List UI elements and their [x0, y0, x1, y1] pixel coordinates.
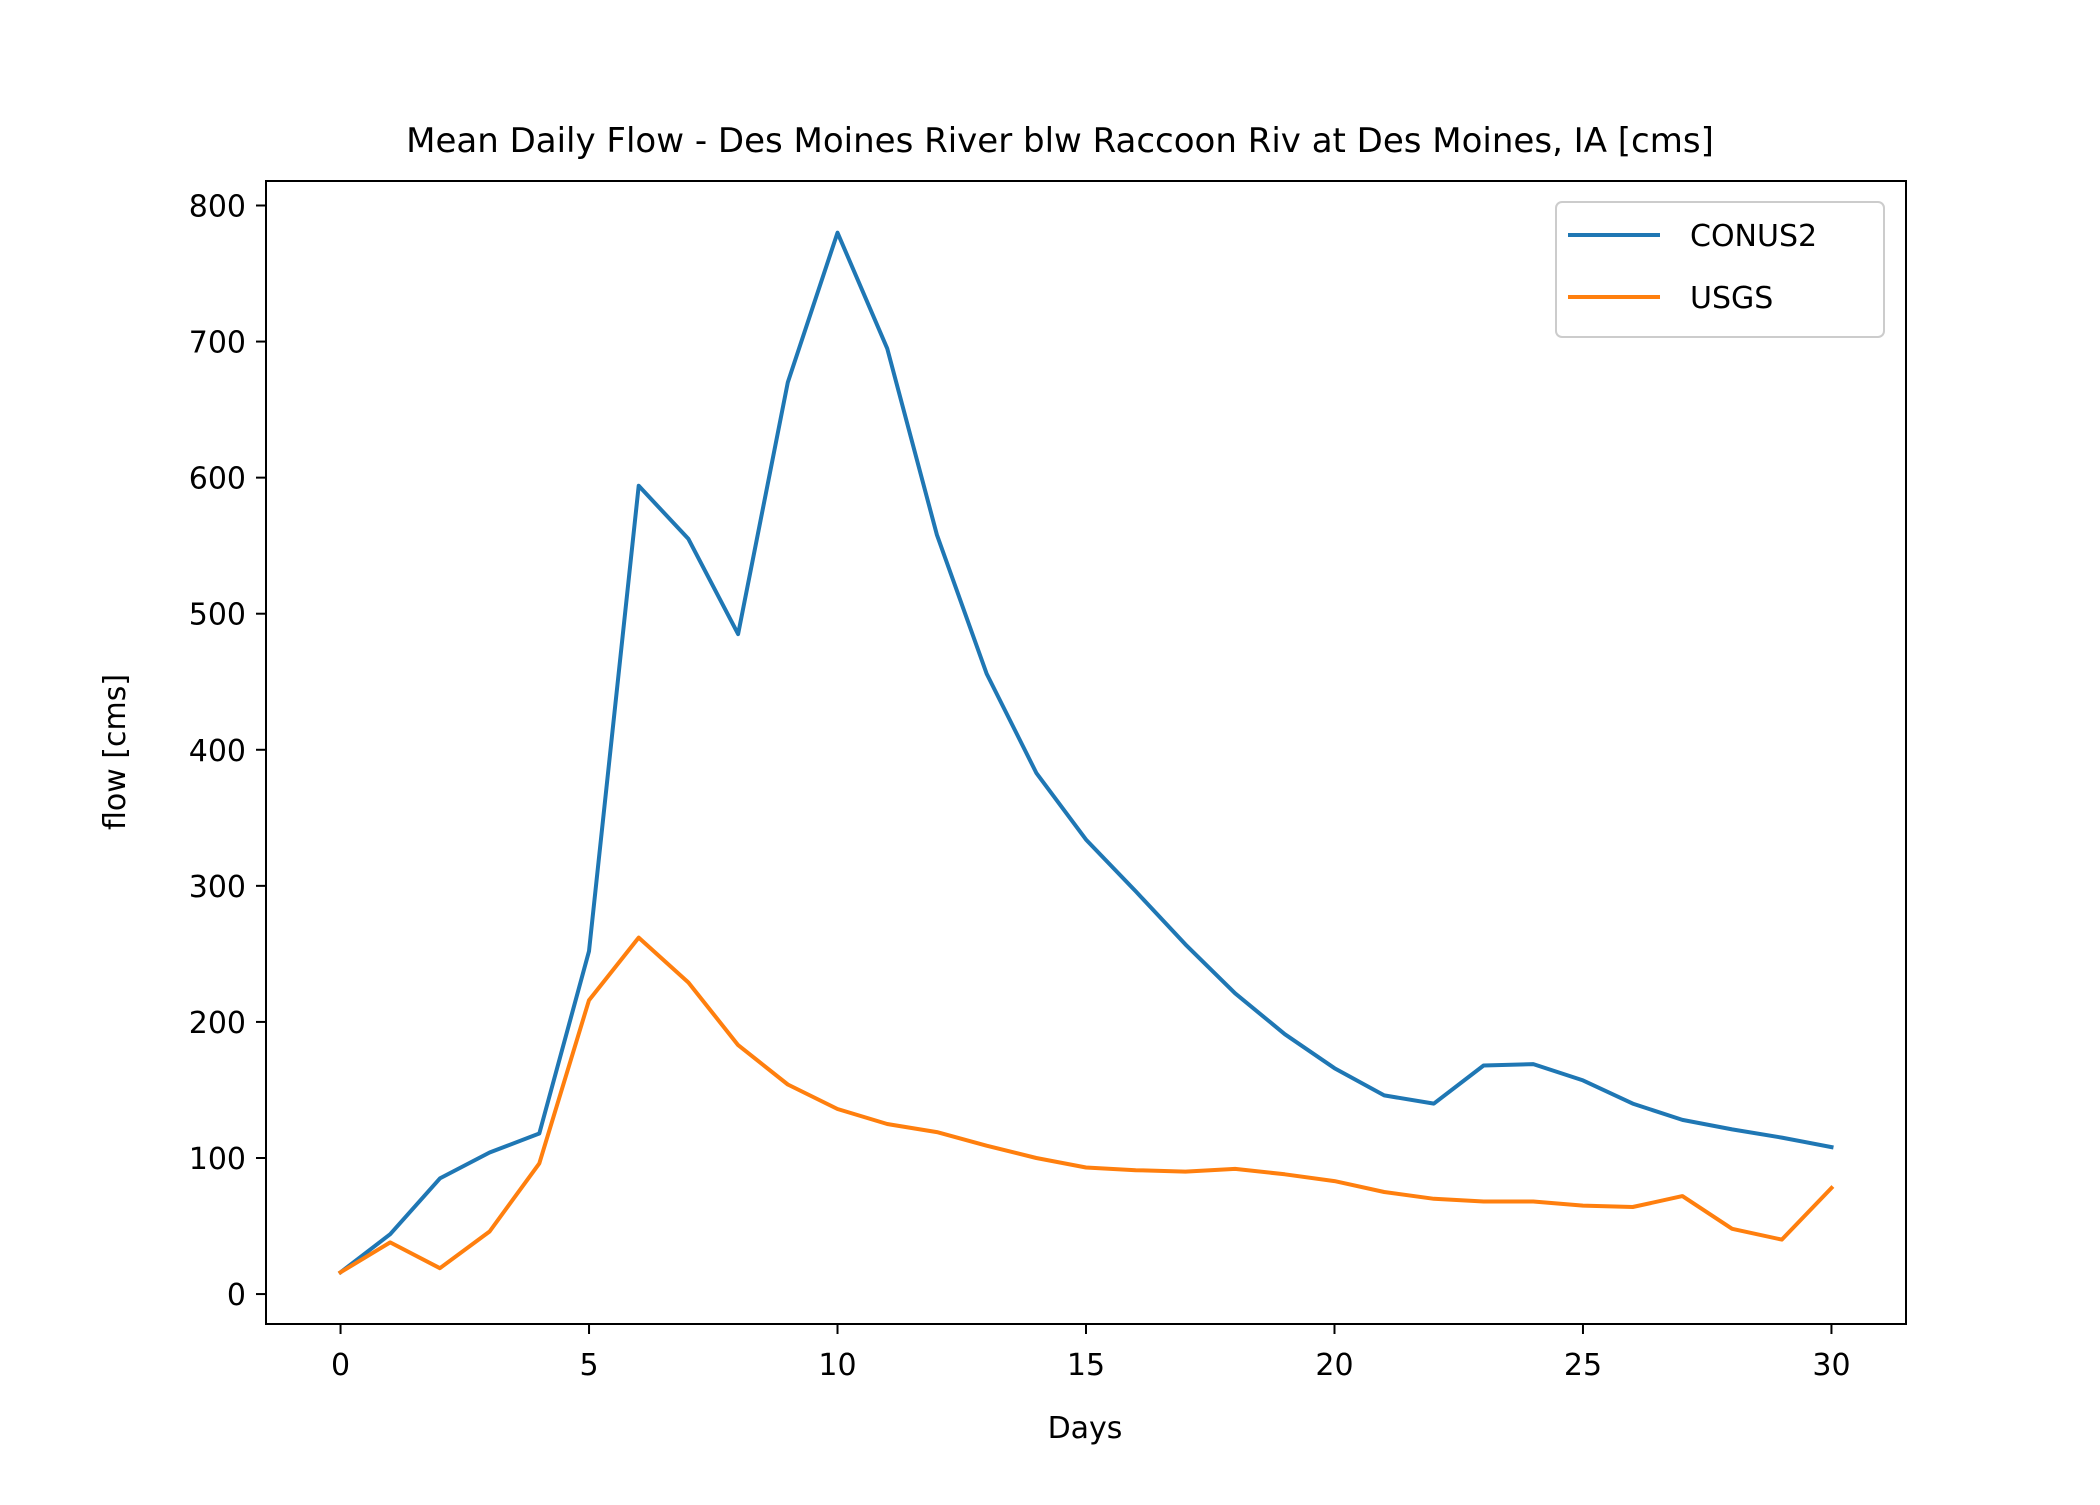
y-tick-label: 500: [189, 598, 246, 633]
x-tick-label: 5: [579, 1348, 598, 1383]
x-tick-label: 0: [331, 1348, 350, 1383]
plot-area-frame: [265, 180, 1907, 1325]
y-tick-label: 300: [189, 870, 246, 905]
x-axis-label: Days: [1048, 1411, 1123, 1446]
y-tick-label: 0: [227, 1278, 246, 1313]
x-tick-label: 15: [1067, 1348, 1105, 1383]
chart-title: Mean Daily Flow - Des Moines River blw R…: [406, 121, 1714, 161]
x-axis: 0 5 10 15 20 25 30: [331, 1324, 1851, 1383]
x-tick-label: 20: [1315, 1348, 1353, 1383]
y-tick-label: 400: [189, 734, 246, 769]
y-axis-label: flow [cms]: [98, 674, 133, 830]
series-line-conus2: [337, 230, 1834, 1276]
series-line-usgs: [337, 935, 1835, 1276]
y-tick-label: 100: [189, 1142, 246, 1177]
y-tick-label: 700: [189, 326, 246, 361]
y-tick-label: 600: [189, 462, 246, 497]
series-layer: [337, 230, 1835, 1276]
y-axis: 0 100 200 300 400 500 600 700 800: [189, 189, 266, 1313]
y-tick-label: 800: [189, 189, 246, 224]
legend-label-usgs: USGS: [1690, 281, 1773, 316]
y-tick-label: 200: [189, 1006, 246, 1041]
x-tick-label: 10: [818, 1348, 856, 1383]
legend-label-conus2: CONUS2: [1690, 219, 1817, 254]
legend: CONUS2 USGS: [1555, 201, 1885, 338]
x-tick-label: 25: [1564, 1348, 1602, 1383]
x-tick-label: 30: [1812, 1348, 1850, 1383]
